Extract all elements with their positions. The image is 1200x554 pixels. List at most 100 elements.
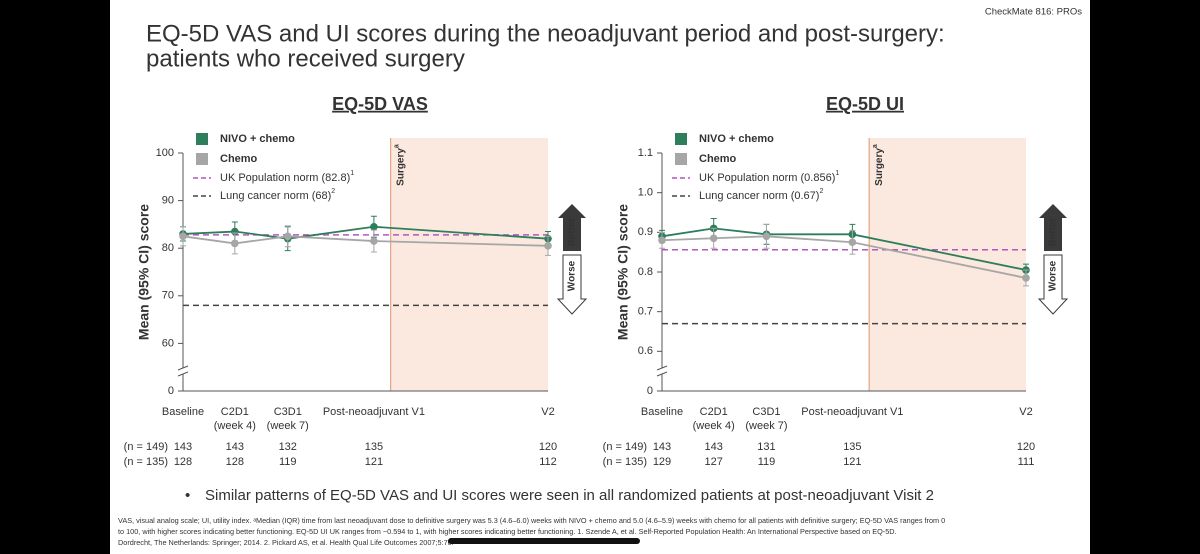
legend-label: UK Population norm (82.8)1 xyxy=(220,170,354,184)
data-point xyxy=(544,242,552,250)
n-value: 121 xyxy=(365,456,383,468)
x-tick-line: C2D1 xyxy=(221,406,249,418)
x-tick-label: Baseline xyxy=(641,406,683,418)
axis-break xyxy=(656,365,668,371)
worse-arrow xyxy=(556,254,588,315)
bullet: Similar patterns of EQ-5D VAS and UI sco… xyxy=(205,487,934,504)
n-value: 135 xyxy=(365,441,383,453)
x-tick-label: Baseline xyxy=(162,406,204,418)
chart-title: EQ-5D VAS xyxy=(332,94,428,114)
n-value: 143 xyxy=(174,441,192,453)
y-tick-label: 0.8 xyxy=(638,266,653,278)
y-tick-label: 60 xyxy=(162,337,174,349)
data-point xyxy=(762,232,771,241)
n-value: 128 xyxy=(226,456,244,468)
legend-marker xyxy=(196,133,208,145)
axis-break xyxy=(656,371,668,377)
legend-marker xyxy=(675,153,687,165)
data-point xyxy=(848,238,857,247)
data-point xyxy=(658,236,666,245)
legend-label: Chemo xyxy=(699,153,737,165)
legend-marker xyxy=(196,153,208,165)
x-tick-label: C3D1 (week 7) xyxy=(745,406,787,432)
data-point xyxy=(370,222,378,231)
surgery-ref: a xyxy=(872,144,879,148)
y-tick-label: 0.7 xyxy=(638,306,653,318)
y-tick-label: 0.6 xyxy=(638,345,653,357)
worse-label: Worse xyxy=(567,260,578,291)
x-tick-line: (week 7) xyxy=(267,420,309,432)
data-point xyxy=(370,237,378,245)
y-tick-label: 100 xyxy=(156,147,174,159)
better-label: Better xyxy=(1048,217,1059,246)
n-value: 143 xyxy=(705,441,723,453)
y-axis-label: Mean (95% CI) score xyxy=(615,204,631,340)
n-value: 121 xyxy=(843,456,861,468)
y-tick-label: 1.0 xyxy=(638,187,653,199)
x-tick-label: V2 xyxy=(1019,406,1032,418)
n-value: 120 xyxy=(1017,441,1035,453)
x-tick-line: (week 4) xyxy=(214,420,256,432)
y-tick-label: 0 xyxy=(168,385,174,397)
post-surgery-shade xyxy=(390,138,548,391)
x-tick-label: C2D1 (week 4) xyxy=(693,406,735,432)
legend-ref: 2 xyxy=(819,188,823,195)
n-label: (n = 135) xyxy=(124,456,168,468)
legend-label: UK Population norm (0.856)1 xyxy=(699,170,839,184)
y-tick-label: 0.9 xyxy=(638,226,653,238)
n-label: (n = 149) xyxy=(124,441,168,453)
legend-ref: 1 xyxy=(350,170,354,177)
n-value: 131 xyxy=(757,441,775,453)
data-point xyxy=(283,232,292,241)
better-label: Better xyxy=(567,217,578,246)
n-value: 119 xyxy=(758,456,776,468)
axis-break xyxy=(177,371,189,377)
legend-text: UK Population norm (82.8) xyxy=(220,172,350,184)
data-point xyxy=(709,234,718,243)
header: CheckMate 816: PROs xyxy=(985,7,1082,18)
y-tick-label: 80 xyxy=(162,242,174,254)
legend-text: Lung cancer norm (68) xyxy=(220,190,331,202)
x-tick-line: (week 7) xyxy=(745,420,787,432)
x-tick-label: C3D1 (week 7) xyxy=(267,406,309,432)
x-tick-line: C3D1 xyxy=(752,406,780,418)
legend-label: Chemo xyxy=(220,153,258,165)
n-label: (n = 149) xyxy=(603,441,647,453)
y-tick-label: 90 xyxy=(162,195,174,207)
footnote: VAS, visual analog scale; UI, utility in… xyxy=(118,516,945,525)
axis-break-gap xyxy=(179,368,187,374)
surgery-text: Surgery xyxy=(874,148,885,186)
x-tick-label: Post-neoadjuvant V1 xyxy=(323,406,425,418)
n-value: 119 xyxy=(279,456,297,468)
legend-text: UK Population norm (0.856) xyxy=(699,172,835,184)
title: EQ-5D VAS and UI scores during the neoad… xyxy=(146,20,945,47)
y-tick-label: 70 xyxy=(162,290,174,302)
n-value: 143 xyxy=(226,441,244,453)
x-tick-line: C2D1 xyxy=(700,406,728,418)
legend-label: NIVO + chemo xyxy=(699,133,774,145)
legend-ref: 1 xyxy=(835,170,839,177)
legend-label: Lung cancer norm (68)2 xyxy=(220,188,335,202)
worse-label: Worse xyxy=(1048,260,1059,291)
surgery-label: Surgerya xyxy=(872,144,885,186)
n-label: (n = 135) xyxy=(603,456,647,468)
n-value: 111 xyxy=(1018,456,1035,468)
n-value: 132 xyxy=(279,441,297,453)
surgery-ref: a xyxy=(394,144,401,148)
bullet-mark: • xyxy=(185,487,190,504)
legend-text: Lung cancer norm (0.67) xyxy=(699,190,819,202)
surgery-text: Surgery xyxy=(395,148,406,186)
x-tick-label: C2D1 (week 4) xyxy=(214,406,256,432)
legend-marker xyxy=(675,133,687,145)
n-value: 112 xyxy=(539,456,557,468)
title: patients who received surgery xyxy=(146,45,465,72)
footnote: to 100, with higher scores indicating be… xyxy=(118,527,897,536)
surgery-label: Surgerya xyxy=(394,144,407,186)
data-point xyxy=(231,239,239,248)
home-indicator xyxy=(448,538,640,544)
n-value: 143 xyxy=(653,441,671,453)
x-tick-label: Post-neoadjuvant V1 xyxy=(801,406,903,418)
n-value: 135 xyxy=(843,441,861,453)
legend-ref: 2 xyxy=(331,188,335,195)
